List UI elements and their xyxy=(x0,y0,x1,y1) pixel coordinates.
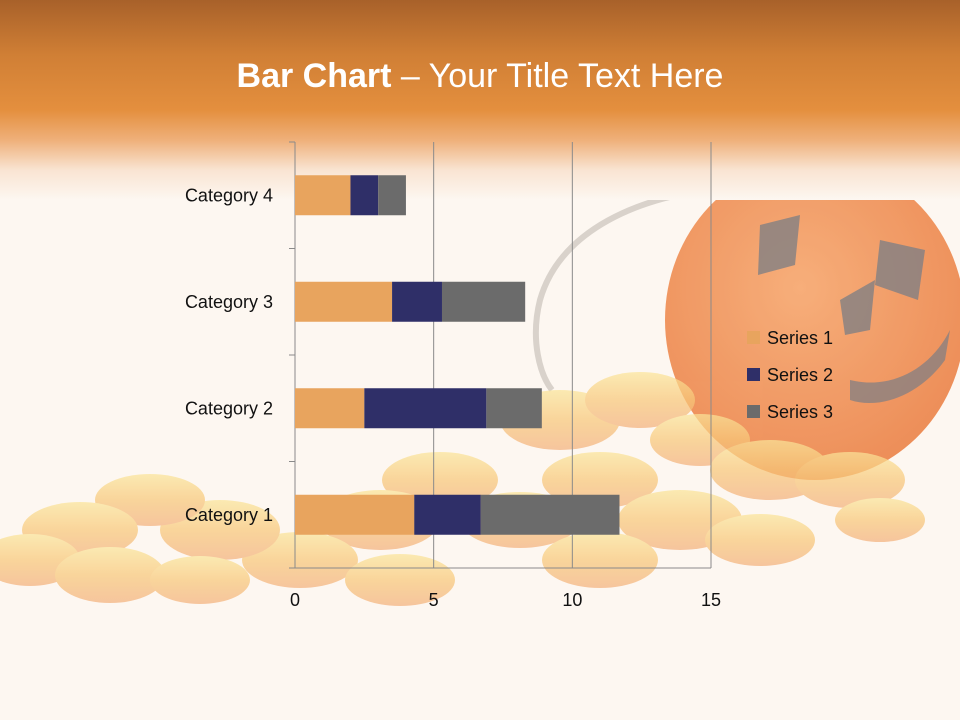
bar-segment xyxy=(392,281,442,322)
title-rest: Your Title Text Here xyxy=(428,57,724,95)
category-label: Category 2 xyxy=(185,398,273,418)
legend-swatch xyxy=(747,405,760,418)
bar-segment xyxy=(364,388,487,429)
bar-segment xyxy=(441,281,526,322)
legend-label: Series 1 xyxy=(767,328,833,348)
category-label: Category 4 xyxy=(185,185,273,205)
bar-segment xyxy=(486,388,542,429)
legend-label: Series 2 xyxy=(767,365,833,385)
bar-segment xyxy=(350,175,379,216)
bar-segment xyxy=(295,494,415,535)
title-bold: Bar Chart xyxy=(236,57,392,95)
bar-segment xyxy=(295,175,351,216)
bar-segment xyxy=(414,494,481,535)
category-label: Category 3 xyxy=(185,292,273,312)
x-tick-label: 0 xyxy=(290,590,300,610)
bar-segment xyxy=(378,175,406,216)
legend-swatch xyxy=(747,368,760,381)
legend-swatch xyxy=(747,331,760,344)
x-tick-label: 15 xyxy=(701,590,721,610)
bar-segment xyxy=(295,388,365,429)
bar-segment xyxy=(480,494,620,535)
legend-label: Series 3 xyxy=(767,402,833,422)
title-banner xyxy=(0,0,960,200)
category-label: Category 1 xyxy=(185,505,273,525)
x-tick-label: 10 xyxy=(562,590,582,610)
x-tick-label: 5 xyxy=(429,590,439,610)
bar-segment xyxy=(295,281,393,322)
slide-title: Bar Chart – Your Title Text Here xyxy=(0,54,960,98)
title-dash: – xyxy=(391,57,429,95)
